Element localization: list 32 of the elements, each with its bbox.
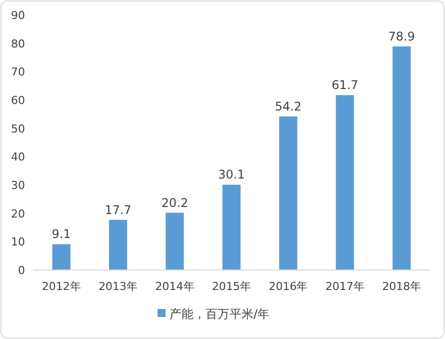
- x-tick-label: 2017年: [325, 280, 364, 293]
- data-label: 20.2: [161, 196, 188, 210]
- bar: [392, 46, 411, 270]
- y-tick-label: 20: [11, 207, 25, 220]
- bar: [166, 212, 184, 270]
- data-label: 78.9: [388, 29, 415, 44]
- bar: [222, 184, 241, 270]
- y-tick-label: 30: [11, 179, 25, 192]
- x-tick-label: 2014年: [155, 280, 194, 293]
- y-tick-label: 0: [18, 264, 25, 277]
- x-tick-label: 2013年: [98, 280, 138, 293]
- bar: [279, 116, 298, 270]
- y-tick-label: 40: [11, 150, 25, 164]
- data-label: 54.2: [274, 99, 302, 114]
- x-tick-label: 2012年: [42, 280, 81, 293]
- data-label: 30.1: [218, 168, 245, 182]
- y-tick-label: 80: [11, 37, 25, 50]
- x-tick-label: 2018年: [382, 280, 422, 293]
- y-tick-label: 60: [11, 94, 25, 107]
- bar: [336, 95, 354, 270]
- legend-label: 产能，百万平米/年: [170, 307, 270, 321]
- x-tick-label: 2016年: [268, 280, 308, 293]
- y-tick-label: 90: [11, 9, 25, 22]
- bar: [108, 220, 128, 270]
- y-tick-label: 10: [11, 236, 25, 249]
- x-tick-label: 2015年: [212, 280, 251, 293]
- y-tick-label: 50: [11, 122, 25, 136]
- data-label: 17.7: [104, 202, 132, 217]
- bar: [52, 244, 70, 270]
- data-label: 61.7: [332, 78, 358, 92]
- data-label: 9.1: [52, 227, 71, 242]
- y-tick-label: 70: [11, 66, 25, 79]
